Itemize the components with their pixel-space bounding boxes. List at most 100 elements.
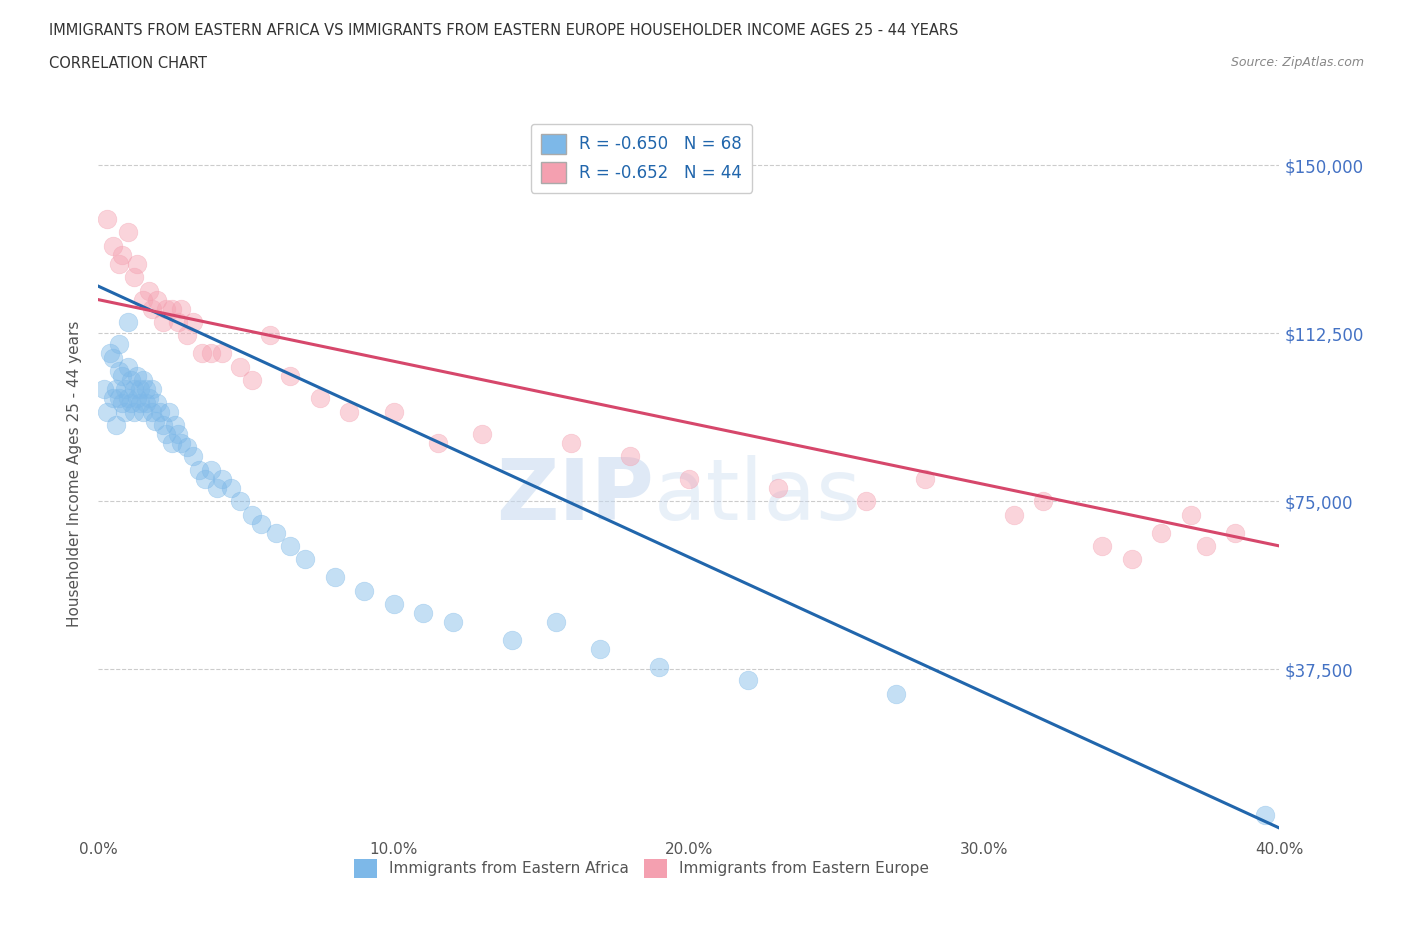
Point bbox=[546, 615, 568, 630]
Point bbox=[382, 405, 405, 419]
Point bbox=[176, 440, 198, 455]
Point bbox=[125, 257, 148, 272]
Point bbox=[165, 418, 187, 432]
Point bbox=[191, 346, 214, 361]
Point bbox=[229, 494, 252, 509]
Text: Source: ZipAtlas.com: Source: ZipAtlas.com bbox=[1230, 56, 1364, 69]
Point bbox=[135, 395, 157, 410]
Point bbox=[211, 346, 233, 361]
Point bbox=[737, 672, 759, 687]
Point bbox=[211, 472, 233, 486]
Point bbox=[125, 391, 148, 405]
Point bbox=[766, 480, 789, 495]
Point bbox=[138, 284, 160, 299]
Point bbox=[132, 292, 155, 307]
Point bbox=[427, 435, 450, 450]
Point bbox=[146, 292, 169, 307]
Point bbox=[103, 391, 125, 405]
Point bbox=[323, 570, 346, 585]
Point bbox=[441, 615, 464, 630]
Point bbox=[1254, 807, 1277, 822]
Point bbox=[128, 382, 150, 397]
Point bbox=[143, 413, 166, 428]
Point bbox=[141, 405, 163, 419]
Point bbox=[501, 632, 523, 647]
Point bbox=[120, 395, 142, 410]
Point bbox=[205, 480, 228, 495]
Point bbox=[117, 314, 139, 329]
Point bbox=[176, 328, 198, 343]
Point bbox=[117, 359, 139, 374]
Point bbox=[382, 597, 405, 612]
Point bbox=[162, 435, 183, 450]
Point bbox=[141, 382, 163, 397]
Text: IMMIGRANTS FROM EASTERN AFRICA VS IMMIGRANTS FROM EASTERN EUROPE HOUSEHOLDER INC: IMMIGRANTS FROM EASTERN AFRICA VS IMMIGR… bbox=[49, 23, 959, 38]
Point bbox=[200, 346, 222, 361]
Point bbox=[589, 642, 612, 657]
Point bbox=[108, 364, 131, 379]
Legend: Immigrants from Eastern Africa, Immigrants from Eastern Europe: Immigrants from Eastern Africa, Immigran… bbox=[347, 853, 935, 884]
Point bbox=[412, 605, 434, 620]
Point bbox=[181, 314, 204, 329]
Point bbox=[132, 373, 155, 388]
Point bbox=[146, 395, 169, 410]
Point bbox=[240, 507, 263, 522]
Point bbox=[155, 301, 177, 316]
Point bbox=[170, 435, 193, 450]
Point bbox=[339, 405, 361, 419]
Point bbox=[105, 418, 128, 432]
Point bbox=[122, 382, 145, 397]
Point bbox=[132, 405, 155, 419]
Point bbox=[120, 373, 142, 388]
Point bbox=[181, 449, 204, 464]
Point bbox=[103, 351, 125, 365]
Point bbox=[157, 405, 180, 419]
Point bbox=[93, 382, 115, 397]
Y-axis label: Householder Income Ages 25 - 44 years: Householder Income Ages 25 - 44 years bbox=[67, 321, 83, 628]
Point bbox=[240, 373, 263, 388]
Point bbox=[1180, 507, 1202, 522]
Point bbox=[111, 247, 134, 262]
Point bbox=[187, 462, 209, 477]
Point bbox=[170, 301, 193, 316]
Point bbox=[280, 368, 302, 383]
Point bbox=[264, 525, 287, 540]
Point bbox=[884, 686, 907, 701]
Point bbox=[194, 472, 217, 486]
Point bbox=[229, 359, 252, 374]
Point bbox=[117, 391, 139, 405]
Text: CORRELATION CHART: CORRELATION CHART bbox=[49, 56, 207, 71]
Point bbox=[108, 337, 131, 352]
Point bbox=[122, 405, 145, 419]
Text: ZIP: ZIP bbox=[496, 455, 654, 538]
Point bbox=[108, 257, 131, 272]
Point bbox=[108, 391, 131, 405]
Point bbox=[155, 427, 177, 442]
Point bbox=[167, 427, 190, 442]
Point bbox=[138, 391, 160, 405]
Point bbox=[135, 382, 157, 397]
Point bbox=[221, 480, 243, 495]
Point bbox=[250, 516, 273, 531]
Point bbox=[103, 238, 125, 253]
Point bbox=[1121, 551, 1143, 566]
Point bbox=[914, 472, 936, 486]
Point bbox=[353, 583, 375, 598]
Point bbox=[167, 314, 190, 329]
Point bbox=[471, 427, 494, 442]
Point bbox=[294, 551, 316, 566]
Point bbox=[280, 538, 302, 553]
Point bbox=[162, 301, 183, 316]
Point bbox=[200, 462, 222, 477]
Point bbox=[105, 382, 128, 397]
Text: atlas: atlas bbox=[654, 455, 862, 538]
Point bbox=[1195, 538, 1218, 553]
Point bbox=[122, 270, 145, 285]
Point bbox=[111, 368, 134, 383]
Point bbox=[1002, 507, 1025, 522]
Point bbox=[619, 449, 641, 464]
Point bbox=[648, 659, 671, 674]
Point bbox=[114, 405, 136, 419]
Point bbox=[96, 405, 118, 419]
Point bbox=[152, 314, 174, 329]
